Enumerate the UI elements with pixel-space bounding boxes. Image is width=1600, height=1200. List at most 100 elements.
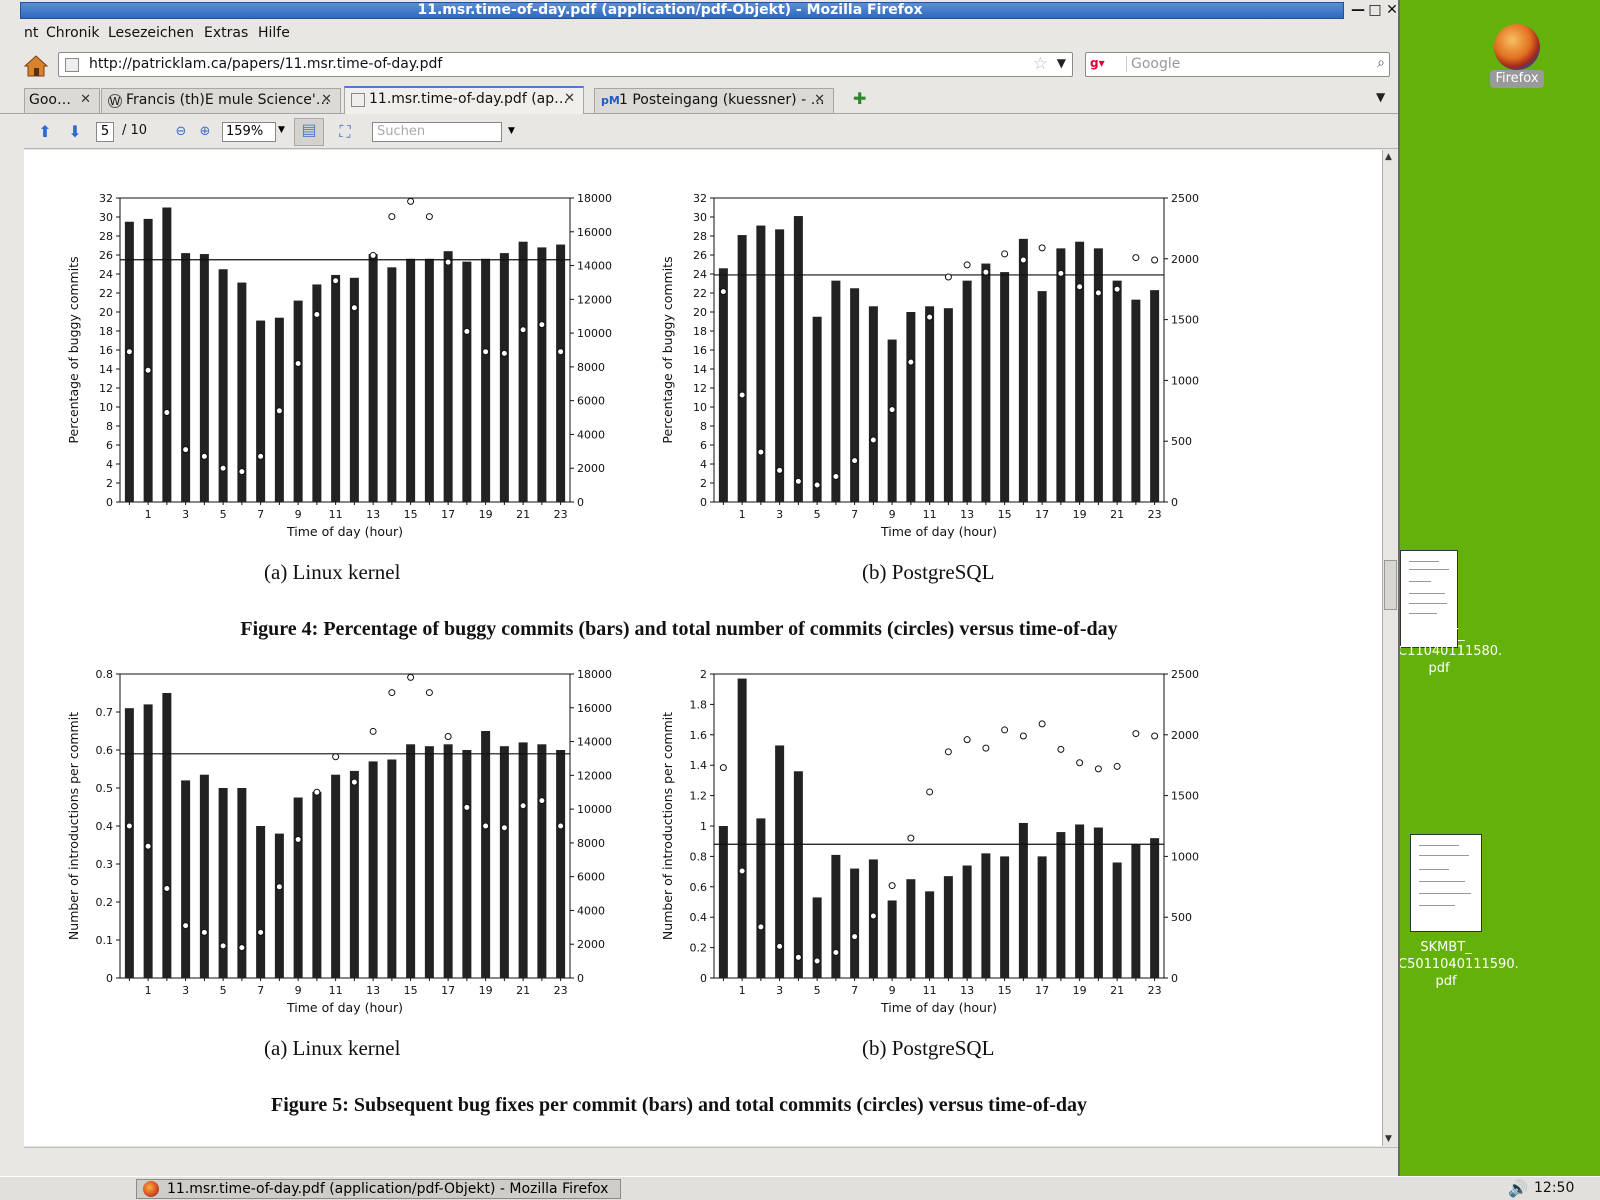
x-tick-label: 17 bbox=[441, 984, 455, 997]
scrollbar-thumb[interactable] bbox=[1384, 560, 1397, 610]
title-bar[interactable]: 11.msr.time-of-day.pdf (application/pdf-… bbox=[0, 0, 1398, 22]
scroll-up-icon[interactable]: ▲ bbox=[1385, 152, 1392, 162]
list-all-tabs-icon[interactable]: ▼ bbox=[1376, 90, 1386, 104]
circle-point bbox=[1151, 732, 1159, 740]
close-tab-icon[interactable]: ✕ bbox=[80, 92, 91, 107]
menu-item-bookmarks[interactable]: Lesezeichen bbox=[108, 25, 194, 41]
x-tick-label: 15 bbox=[404, 984, 418, 997]
tab-francis[interactable]: W Francis (th)E mule Science'… ✕ bbox=[101, 88, 341, 113]
zoom-dropdown-icon[interactable]: ▼ bbox=[278, 125, 285, 135]
y-axis-label: Number of introductions per commit bbox=[660, 712, 675, 940]
x-axis-label: Time of day (hour) bbox=[880, 1000, 997, 1015]
fit-width-icon[interactable]: ⛶ bbox=[339, 122, 351, 141]
y-tick-label: 22 bbox=[693, 287, 707, 300]
url-history-dropdown-icon[interactable]: ▼ bbox=[1056, 56, 1066, 70]
page-number-input[interactable]: 5 bbox=[96, 122, 114, 142]
chart-linux-introductions: 0 0.1 0.2 0.3 0.4 0.5 0.6 0.7 0.8 0 2000 4000 6000 80… bbox=[66, 668, 620, 1015]
search-input[interactable]: Google bbox=[1126, 56, 1180, 72]
circle-point bbox=[794, 953, 802, 961]
zoom-out-icon[interactable]: ⊖ bbox=[175, 124, 187, 139]
bar bbox=[1075, 241, 1085, 502]
circle-point bbox=[719, 288, 727, 296]
circle-point bbox=[294, 360, 302, 368]
url-bar[interactable]: http://patricklam.ca/papers/11.msr.time-… bbox=[58, 52, 1073, 77]
firefox-desktop-icon[interactable] bbox=[1494, 24, 1540, 70]
minimize-icon[interactable]: — bbox=[1351, 2, 1365, 18]
close-tab-icon[interactable]: ✕ bbox=[321, 92, 332, 107]
x-tick-label: 17 bbox=[1035, 984, 1049, 997]
bar bbox=[462, 261, 472, 502]
previous-page-icon[interactable]: ⬆ bbox=[38, 122, 52, 141]
taskbar-item-label: 11.msr.time-of-day.pdf (application/pdf-… bbox=[167, 1181, 609, 1197]
close-window-icon[interactable]: ✕ bbox=[1386, 2, 1398, 18]
site-identity-icon[interactable] bbox=[65, 58, 79, 72]
bar bbox=[1037, 856, 1047, 978]
x-tick-label: 21 bbox=[516, 984, 530, 997]
zoom-in-icon[interactable]: ⊕ bbox=[199, 124, 211, 139]
firefox-desktop-label[interactable]: Firefox bbox=[1490, 70, 1544, 88]
bar bbox=[1150, 290, 1160, 502]
find-dropdown-icon[interactable]: ▼ bbox=[508, 126, 515, 136]
bar bbox=[1000, 272, 1010, 502]
menu-item-tools[interactable]: Extras bbox=[204, 25, 249, 41]
x-axis-label: Time of day (hour) bbox=[286, 1000, 403, 1015]
y-tick-label: 0 bbox=[106, 496, 113, 509]
circle-point bbox=[519, 802, 527, 810]
find-input[interactable]: Suchen bbox=[372, 122, 502, 142]
tab-mail[interactable]: pM 1 Posteingang (kuessner) - … ✕ bbox=[594, 88, 834, 113]
circle-point bbox=[275, 407, 283, 415]
search-engine-icon[interactable]: g▾ bbox=[1090, 56, 1105, 70]
bar bbox=[793, 216, 803, 503]
close-tab-icon[interactable]: ✕ bbox=[814, 92, 825, 107]
y-tick-label: 1.6 bbox=[690, 729, 708, 742]
circle-point bbox=[350, 778, 358, 786]
circle-point bbox=[332, 277, 340, 285]
y-tick-label: 1.4 bbox=[690, 759, 708, 772]
pdf-file-thumbnail-2[interactable] bbox=[1410, 834, 1482, 932]
menu-item-help[interactable]: Hilfe bbox=[258, 25, 290, 41]
vertical-scrollbar[interactable]: ▲ ▼ bbox=[1382, 150, 1398, 1146]
pdf-file-label-1[interactable]: SKMBT_ C11040111580. pdf bbox=[1398, 627, 1503, 676]
next-page-icon[interactable]: ⬇ bbox=[68, 122, 82, 141]
y-tick-label: 1 bbox=[700, 820, 707, 833]
search-bar[interactable]: g▾ Google ⌕ bbox=[1085, 52, 1390, 77]
taskbar-firefox-item[interactable]: 11.msr.time-of-day.pdf (application/pdf-… bbox=[136, 1179, 621, 1199]
bar bbox=[199, 254, 209, 502]
menu-item-history[interactable]: Chronik bbox=[46, 25, 100, 41]
pdf-document-view[interactable]: 0 2 4 6 8 10 12 14 16 18 20 22 24 26 28 30 32 0 2000 4000 60… bbox=[24, 150, 1382, 1146]
tab-google[interactable]: Goo… ✕ bbox=[24, 88, 100, 113]
circle-point bbox=[926, 313, 934, 321]
circle-point bbox=[1151, 256, 1159, 264]
bar bbox=[962, 280, 972, 502]
circle-point bbox=[982, 744, 990, 752]
close-tab-icon[interactable]: ✕ bbox=[564, 91, 575, 106]
zoom-select[interactable]: 159% bbox=[222, 122, 276, 142]
search-icon[interactable]: ⌕ bbox=[1377, 55, 1385, 71]
scroll-down-icon[interactable]: ▼ bbox=[1385, 1134, 1392, 1144]
bar bbox=[331, 274, 341, 502]
pdf-file-label-2[interactable]: SKMBT_ C5011040111590. pdf bbox=[1398, 940, 1519, 989]
bar bbox=[387, 759, 397, 978]
home-icon[interactable] bbox=[24, 55, 48, 77]
y2-tick-label: 1500 bbox=[1171, 790, 1199, 803]
y-tick-label: 16 bbox=[99, 344, 113, 357]
tab-pdf-active[interactable]: 11.msr.time-of-day.pdf (ap… ✕ bbox=[344, 86, 584, 114]
maximize-icon[interactable]: □ bbox=[1368, 2, 1382, 18]
circle-point bbox=[238, 468, 246, 476]
bookmark-star-icon[interactable]: ☆ bbox=[1032, 54, 1048, 74]
new-tab-icon[interactable]: ✚ bbox=[853, 89, 867, 108]
url-text[interactable]: http://patricklam.ca/papers/11.msr.time-… bbox=[89, 56, 443, 72]
x-tick-label: 1 bbox=[739, 508, 746, 521]
menu-item-view[interactable]: nt bbox=[24, 25, 39, 41]
circle-point bbox=[275, 883, 283, 891]
document-icon bbox=[351, 93, 365, 107]
menu-bar: nt Chronik Lesezeichen Extras Hilfe bbox=[0, 22, 1398, 46]
volume-icon[interactable]: 🔊 bbox=[1508, 1179, 1528, 1198]
fit-page-icon[interactable]: ▤ bbox=[294, 118, 324, 146]
circle-point bbox=[738, 867, 746, 875]
bar bbox=[462, 750, 472, 978]
pdf-file-thumbnail-1[interactable] bbox=[1400, 550, 1458, 648]
bar bbox=[775, 745, 785, 978]
bar bbox=[556, 244, 566, 503]
circle-point bbox=[425, 213, 433, 221]
